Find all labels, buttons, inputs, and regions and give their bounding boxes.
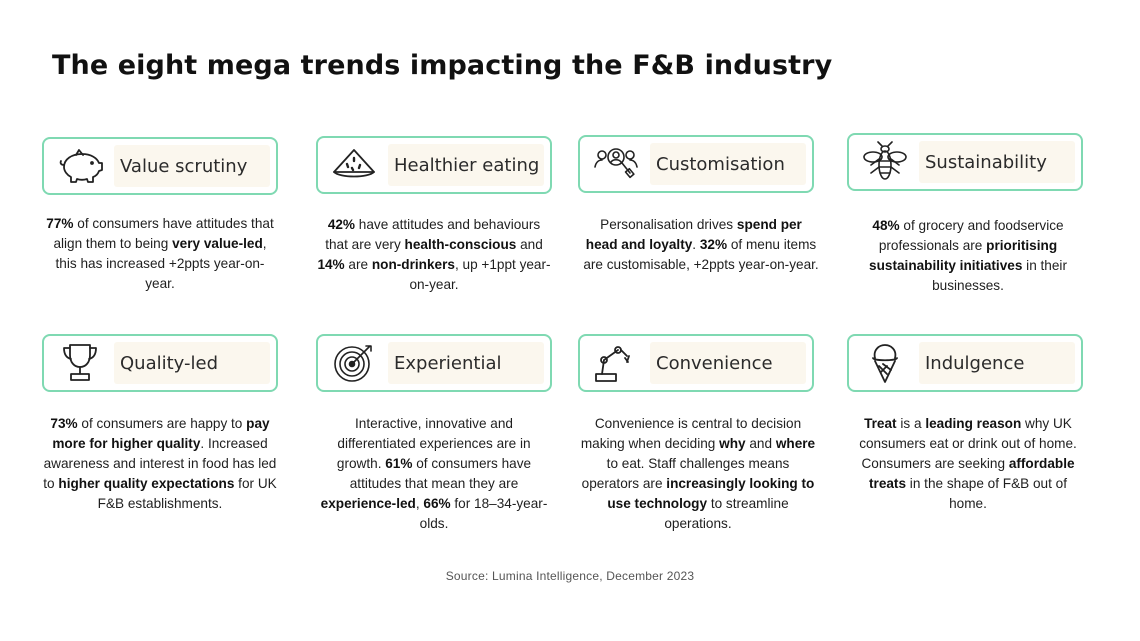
trend-desc-quality-led: 73% of consumers are happy to pay more f… xyxy=(42,414,278,514)
desc-text: of consumers have attitudes that align t… xyxy=(53,216,274,251)
trend-label: Value scrutiny xyxy=(120,155,248,177)
people-search-icon xyxy=(588,143,644,185)
desc-text: . xyxy=(692,237,700,252)
trend-label: Healthier eating xyxy=(394,154,540,176)
trend-desc-sustainability: 48% of grocery and foodservice professio… xyxy=(850,216,1086,296)
trend-label: Customisation xyxy=(656,153,785,175)
desc-highlight: 42% xyxy=(327,217,356,232)
desc-highlight: 48% xyxy=(872,218,900,233)
desc-highlight: 32% xyxy=(699,237,728,252)
desc-highlight: 77% xyxy=(46,216,74,231)
desc-text: . Increased awareness and interest in fo… xyxy=(43,436,277,491)
trend-desc-value-scrutiny: 77% of consumers have attitudes that ali… xyxy=(42,214,278,294)
desc-highlight: why xyxy=(719,436,746,451)
desc-highlight: very value-led xyxy=(172,236,263,251)
trend-label: Indulgence xyxy=(925,352,1025,374)
trend-desc-healthier-eating: 42% have attitudes and behaviours that a… xyxy=(316,215,552,295)
desc-text: of menu items are customisable, +2ppts y… xyxy=(583,237,819,272)
desc-highlight: non-drinkers xyxy=(371,257,455,272)
trend-desc-indulgence: Treat is a leading reason why UK consume… xyxy=(850,414,1086,514)
trend-desc-customisation: Personalisation drives spend per head an… xyxy=(583,215,819,275)
desc-text: why UK consumers eat or drink out of hom… xyxy=(859,416,1077,471)
ice-cream-icon xyxy=(857,342,913,384)
desc-text: , up +1ppt year-on-year. xyxy=(409,257,551,292)
source-note: Source: Lumina Intelligence, December 20… xyxy=(445,569,695,583)
desc-text: for 18–34-year-olds. xyxy=(419,496,548,531)
trend-card-convenience: Convenience xyxy=(578,334,814,392)
desc-highlight: where xyxy=(775,436,816,451)
watermelon-icon xyxy=(326,144,382,186)
desc-text: , this has increased +2ppts year-on-year… xyxy=(55,236,267,291)
desc-text: Interactive, innovative and differentiat… xyxy=(336,416,531,471)
desc-highlight: prioritising sustainability initiatives xyxy=(869,238,1058,273)
desc-text: is a xyxy=(896,416,926,431)
bee-icon xyxy=(857,141,913,183)
desc-text: Convenience is central to decision makin… xyxy=(580,416,802,451)
trophy-icon xyxy=(52,342,108,384)
desc-text: in their businesses. xyxy=(932,258,1067,293)
desc-highlight: 73% xyxy=(50,416,78,431)
desc-text: for UK F&B establishments. xyxy=(97,476,277,511)
trend-label: Sustainability xyxy=(925,151,1047,173)
desc-highlight: affordable treats xyxy=(869,456,1075,491)
desc-text: of consumers are happy to xyxy=(77,416,247,431)
trend-card-sustainability: Sustainability xyxy=(847,133,1083,191)
desc-text: , xyxy=(415,496,424,511)
trend-label: Quality-led xyxy=(120,352,218,374)
trend-card-healthier-eating: Healthier eating xyxy=(316,136,552,194)
desc-highlight: 61% xyxy=(385,456,413,471)
desc-text: to eat. Staff challenges means operators… xyxy=(581,456,790,491)
desc-highlight: pay more for higher quality xyxy=(52,416,270,451)
trend-card-customisation: Customisation xyxy=(578,135,814,193)
trend-label: Convenience xyxy=(656,352,773,374)
desc-text: of grocery and foodservice professionals… xyxy=(878,218,1064,253)
page-title: The eight mega trends impacting the F&B … xyxy=(52,50,833,81)
desc-text: to streamline operations. xyxy=(664,496,789,531)
desc-highlight: spend per head and loyalty xyxy=(585,217,802,252)
desc-highlight: experience-led xyxy=(320,496,416,511)
desc-text: of consumers have attitudes that mean th… xyxy=(349,456,532,491)
desc-text: have attitudes and behaviours that are v… xyxy=(325,217,541,252)
target-icon xyxy=(326,342,382,384)
desc-highlight: leading reason xyxy=(925,416,1022,431)
piggy-bank-icon xyxy=(52,145,108,187)
trend-desc-convenience: Convenience is central to decision makin… xyxy=(580,414,816,534)
desc-text: are xyxy=(344,257,372,272)
desc-text: and xyxy=(516,237,543,252)
robot-arm-icon xyxy=(588,342,644,384)
trend-label: Experiential xyxy=(394,352,502,374)
trend-card-experiential: Experiential xyxy=(316,334,552,392)
trend-card-indulgence: Indulgence xyxy=(847,334,1083,392)
desc-text: and xyxy=(745,436,776,451)
desc-text: in the shape of F&B out of home. xyxy=(906,476,1067,511)
trend-desc-experiential: Interactive, innovative and differentiat… xyxy=(316,414,552,534)
trend-card-quality-led: Quality-led xyxy=(42,334,278,392)
desc-highlight: 14% xyxy=(317,257,345,272)
desc-highlight: 66% xyxy=(423,496,451,511)
desc-text: Personalisation drives xyxy=(600,217,737,232)
desc-highlight: health-conscious xyxy=(404,237,517,252)
desc-highlight: increasingly looking to use technology xyxy=(607,476,815,511)
desc-highlight: Treat xyxy=(864,416,897,431)
trend-card-value-scrutiny: Value scrutiny xyxy=(42,137,278,195)
desc-highlight: higher quality expectations xyxy=(58,476,235,491)
